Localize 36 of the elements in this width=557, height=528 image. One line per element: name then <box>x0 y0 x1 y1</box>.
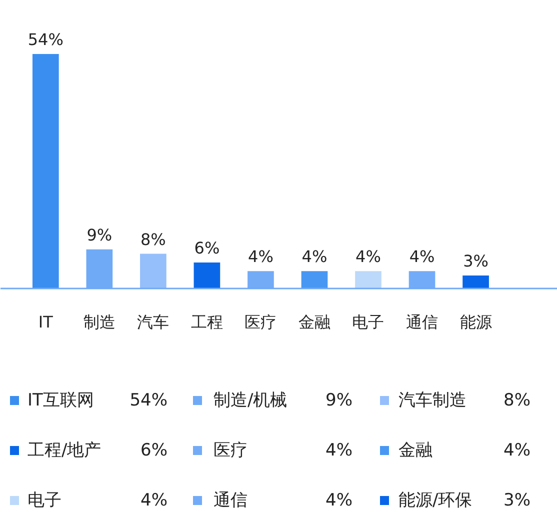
x-tick-label: 汽车 <box>137 312 170 332</box>
legend-label: 电子 <box>28 490 62 510</box>
data-label: 4% <box>409 247 435 266</box>
x-tick-label: 能源 <box>460 312 492 332</box>
x-tick-label: 电子 <box>352 312 384 332</box>
data-label: 9% <box>86 225 112 244</box>
data-label: 4% <box>302 247 328 266</box>
data-label: 8% <box>140 230 166 249</box>
text: 4% <box>140 490 168 510</box>
x-tick-label: 工程 <box>190 312 223 332</box>
x-tick-label: 医疗 <box>244 312 277 332</box>
legend-label: 通信 <box>214 490 248 510</box>
data-label: 4% <box>356 247 381 266</box>
data-label: 4% <box>248 247 274 266</box>
legend-label: 制造/机械 <box>214 390 288 410</box>
legend-label: 汽车制造 <box>398 390 466 410</box>
legend-label: 能源/环保 <box>398 490 472 510</box>
text: 4% <box>326 440 353 460</box>
text: 54% <box>130 390 168 410</box>
data-label: 54% <box>28 30 64 49</box>
data-label: 6% <box>194 238 220 258</box>
legend-label: 金融 <box>398 440 432 460</box>
x-tick-label: 通信 <box>406 312 438 332</box>
text: 3% <box>504 490 531 510</box>
text: 4% <box>504 440 531 460</box>
x-tick-label: IT <box>38 312 54 332</box>
x-tick-label: 制造 <box>83 312 116 332</box>
text: 6% <box>140 440 168 460</box>
legend-label: 工程/地产 <box>28 440 102 460</box>
x-tick-label: 金融 <box>298 312 330 332</box>
text: 4% <box>326 490 353 510</box>
legend-label: 医疗 <box>214 440 248 460</box>
legend-label: IT互联网 <box>28 390 94 410</box>
data-label: 3% <box>463 251 488 270</box>
text: 9% <box>326 390 353 410</box>
text: 8% <box>504 390 531 410</box>
